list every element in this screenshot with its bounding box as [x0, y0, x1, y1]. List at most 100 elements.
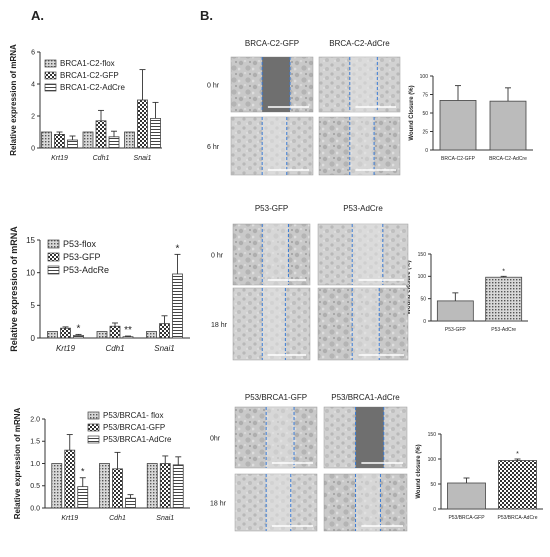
y-tick-label: 0 [423, 319, 426, 325]
micrograph-row-label: 0 hr [207, 83, 220, 90]
micrograph-column-label: P53/BRCA1-GFP [245, 393, 307, 402]
significance-mark: ** [124, 325, 132, 336]
x-tick-label: Krt19 [61, 515, 78, 522]
wound-gap [262, 57, 291, 112]
x-tick-label: Snai1 [156, 515, 174, 522]
bar [108, 136, 120, 149]
y-tick-label: 0.5 [30, 483, 40, 490]
y-tick-label: 0 [31, 334, 36, 343]
y-tick-label: 100 [428, 457, 437, 463]
bar [122, 336, 134, 339]
y-axis-label: Wound closure (%) [416, 444, 422, 498]
micrograph-column-label: P53-GFP [255, 204, 288, 213]
bar [150, 118, 161, 149]
y-tick-label: 0 [433, 507, 436, 513]
y-tick-label: 5 [31, 301, 36, 310]
x-tick-label: Snai1 [154, 344, 174, 353]
micrograph-row-label: 18 hr [210, 501, 227, 508]
micrograph-row-label: 6 hr [207, 144, 220, 151]
legend-swatch [44, 83, 57, 92]
micrograph-row-label: 0hr [210, 436, 221, 443]
legend-swatch [87, 423, 100, 432]
micrograph-column-label: BRCA-C2-GFP [245, 39, 299, 48]
legend-swatch [44, 71, 57, 80]
legend-swatch [47, 252, 60, 262]
significance-mark: * [516, 451, 519, 458]
significance-mark: * [81, 467, 85, 477]
y-tick-label: 2.0 [30, 416, 40, 423]
bar [64, 449, 76, 509]
y-tick-label: 150 [418, 252, 427, 258]
bar [99, 463, 110, 509]
bar [159, 463, 171, 509]
x-tick-label: Krt19 [51, 155, 68, 162]
chart-2: 0 5 10 15 Relative expression of mRNA * Krt19 *… [9, 226, 190, 353]
bar [436, 300, 474, 322]
x-tick-label: Cdh1 [93, 155, 110, 162]
micrograph-row-label: 18 hr [211, 322, 228, 329]
significance-mark: * [502, 268, 505, 275]
y-tick-label: 6 [31, 49, 35, 56]
y-tick-label: 150 [428, 432, 437, 438]
y-tick-label: 1.0 [30, 461, 40, 468]
x-tick-label: Cdh1 [109, 515, 126, 522]
y-tick-label: 15 [26, 236, 35, 245]
bar [54, 133, 65, 149]
y-tick-label: 100 [420, 74, 429, 80]
x-tick-label: P53/BRCA-AdCre [497, 515, 537, 521]
bar [77, 486, 89, 509]
legend-label: P53-flox [63, 239, 97, 249]
micrograph-grid-2: P53-GFP P53-AdCre 0 hr 18 hr [211, 204, 409, 361]
y-axis-label: Relative expression of mRNA [13, 407, 22, 519]
significance-mark: * [176, 243, 180, 254]
bar [51, 463, 63, 509]
wound-gap [352, 224, 383, 285]
bar [172, 464, 184, 509]
legend-label: BRCA1-C2-GFP [60, 71, 119, 80]
legend-swatch [47, 265, 60, 275]
wound-gap [352, 288, 380, 360]
wound-gap [355, 407, 384, 468]
panel-label-a: A. [31, 8, 44, 23]
x-tick-label: BRCA-C2-GFP [441, 156, 476, 162]
legend-swatch [87, 435, 100, 444]
y-tick-label: 100 [418, 274, 427, 280]
bar [137, 99, 148, 149]
x-tick-label: BRCA-C2-AdCre [489, 156, 527, 162]
wound-gap [349, 117, 375, 175]
legend-label: P53-GFP [63, 252, 101, 262]
bar [146, 331, 157, 339]
micrograph-grid-1: BRCA-C2-GFP BRCA-C2-AdCre 0 hr 6 hr [207, 39, 401, 176]
bar [67, 139, 78, 149]
chart-4: 0 25 50 75 100 Wound Closure (%) BRCA-C2-GFP BR… [409, 74, 533, 162]
y-tick-label: 2 [31, 113, 35, 120]
bar [159, 323, 170, 339]
bar [47, 331, 58, 339]
y-tick-label: 75 [422, 92, 428, 98]
x-tick-label: P53-GFP [445, 327, 467, 333]
micrograph-column-label: P53/BRCA1-AdCre [331, 393, 400, 402]
x-tick-label: Snai1 [134, 155, 152, 162]
wound-gap [349, 57, 378, 112]
legend-label: BRCA1-C2-flox [60, 59, 115, 68]
bar [146, 463, 158, 509]
y-axis-label: Wound closure (%) [406, 260, 412, 314]
wound-gap [262, 224, 289, 285]
bar [124, 131, 135, 149]
bar [498, 460, 537, 510]
legend-swatch [87, 411, 100, 420]
y-tick-label: 10 [26, 268, 35, 277]
chart-1: 0 2 4 6 Relative expression of mRNA Krt19 Cdh1… [9, 44, 162, 162]
bar [109, 325, 121, 339]
x-tick-label: P53/BRCA-GFP [448, 515, 485, 521]
x-tick-label: Krt19 [56, 344, 76, 353]
legend-label: P53/BRCA1- flox [103, 411, 163, 420]
legend-swatch [47, 239, 60, 249]
bar [112, 468, 123, 509]
y-tick-label: 1.5 [30, 439, 40, 446]
y-tick-label: 0.0 [30, 505, 40, 512]
legend-label: P53-AdcRe [63, 265, 109, 275]
bar [439, 100, 477, 151]
